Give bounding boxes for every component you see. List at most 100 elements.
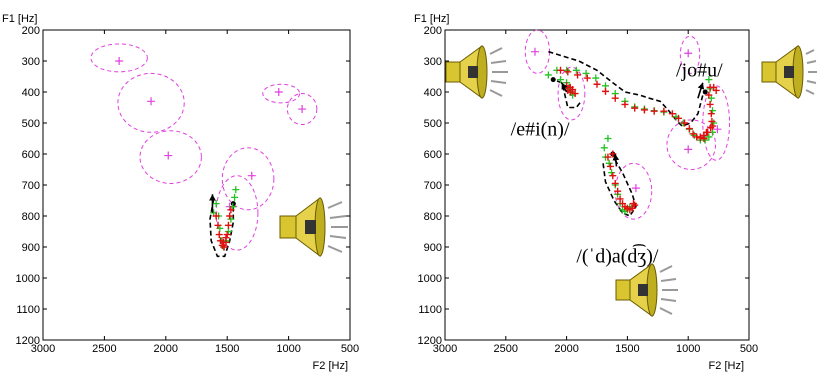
formant-point-red [631,104,639,112]
formant-point-red [611,94,619,102]
vowel-ellipse [666,119,717,170]
formant-point-red [702,128,710,136]
x-tick-label: 3000 [433,343,457,355]
formant-point-red [705,91,713,99]
y-tick-label: 500 [424,118,442,130]
phonetic-label: /(ˈd)a(d͡ʒ)/ [576,243,659,268]
formant-point-green [604,135,612,142]
phonetic-label: /jo#u/ [676,60,723,82]
speaker-icon[interactable] [279,197,348,257]
formant-point-green [582,69,590,77]
formant-point-red [604,153,612,161]
vowel-ellipse [286,93,318,126]
x-tick-label: 500 [740,343,758,355]
y-tick-label: 400 [22,87,40,99]
formant-point-green [227,215,235,223]
y-axis-label-right: F1 [Hz] [414,13,449,25]
x-tick-label: 1000 [676,343,700,355]
vowel-target-marker [684,145,693,154]
y-tick-label: 200 [424,25,442,37]
vowel-target-marker [115,57,124,65]
chart-left: F1 [Hz] 200 300 400 500 600 700 800 900 1000 1100… [2,13,359,372]
formant-point-red [681,119,689,127]
vowel-ellipse [90,43,148,73]
formant-point-green [557,76,565,84]
x-tick-label: 2000 [554,343,578,355]
formant-point-red [707,110,715,118]
formant-point-green [232,186,240,194]
formant-point-red [220,238,228,246]
x-axis-label-left: F2 [Hz] [313,360,348,372]
speaker-icon-top-right[interactable] [761,45,817,99]
formant-point-red [215,231,223,239]
formant-point-green [544,71,552,79]
x-tick-label: 2500 [92,343,116,355]
y-tick-label: 400 [424,87,442,99]
speaker-icon-top-left[interactable] [445,45,508,99]
formant-point-red [696,133,704,141]
formant-point-red [574,71,582,79]
formant-point-red [650,107,658,115]
speaker-icon-bottom[interactable] [615,263,678,317]
formant-point-red [222,234,230,242]
formant-point-green [705,76,713,84]
formant-point-green [705,133,713,141]
formant-point-red [712,86,720,94]
vowel-target-marker [684,49,693,58]
y-tick-label: 900 [22,242,40,254]
formant-point-red [685,125,693,133]
formant-point-red [223,231,231,239]
formant-point-red [214,221,222,229]
y-tick-label: 300 [22,56,40,68]
formant-point-red [611,179,619,187]
vowel-ellipse [262,83,301,104]
formant-point-red [689,130,697,138]
y-tick-label: 1200 [16,335,40,347]
vowel-target-marker [631,184,640,193]
y-tick-label: 700 [22,180,40,192]
y-tick-label: 300 [424,56,442,68]
vowel-target-marker [713,125,722,134]
formant-point-red [674,114,682,122]
formant-point-red [629,200,637,208]
y-tick-label: 1100 [16,304,40,316]
y-tick-label: 1200 [418,335,442,347]
formant-point-red [614,187,622,195]
y-tick-label: 500 [22,118,40,130]
formant-point-red [583,74,591,82]
y-tick-label: 800 [22,211,40,223]
marks-left [90,43,318,258]
phonetic-label: /e#i(n)/ [511,118,570,140]
marks-right [524,29,731,220]
formant-point-red [564,68,572,76]
plot-area-left [42,29,351,341]
vowel-ellipse [679,35,701,74]
formant-point-red [609,150,617,158]
direction-arrow-head [561,82,568,90]
y-tick-label: 200 [22,25,40,37]
y-axis-label-left: F1 [Hz] [2,13,37,25]
vowel-ellipse [702,85,731,161]
formant-point-red [700,135,708,142]
vowel-target-marker [147,97,156,106]
formant-point-red [602,87,610,95]
formant-point-green [592,74,600,82]
y-tick-labels-right: 200 300 400 500 600 700 800 900 1000 1100 1200 [418,25,749,347]
x-tick-labels-left: 3000 2500 2000 1500 1000 500 [31,30,359,355]
x-tick-labels-right: 3000 2500 2000 1500 1000 500 [433,30,758,355]
y-tick-label: 1100 [418,304,442,316]
formant-point-red [609,172,617,180]
formant-point-red [212,212,220,220]
y-tick-label: 600 [424,149,442,161]
vowel-ellipse [557,66,586,121]
formant-point-green [231,193,239,201]
formant-point-red [571,90,579,98]
direction-arrow-head [697,82,705,90]
trajectory-dashed-line [209,198,235,258]
formant-point-red [631,201,639,209]
vowel-target-marker [530,47,539,56]
vowel-target-marker [298,105,307,114]
y-tick-labels-left: 200 300 400 500 600 700 800 900 1000 1100 1200 [16,25,350,347]
chart-right: F1 [Hz] 200 300 400 500 600 700 800 900 1000 1100… [414,13,817,372]
